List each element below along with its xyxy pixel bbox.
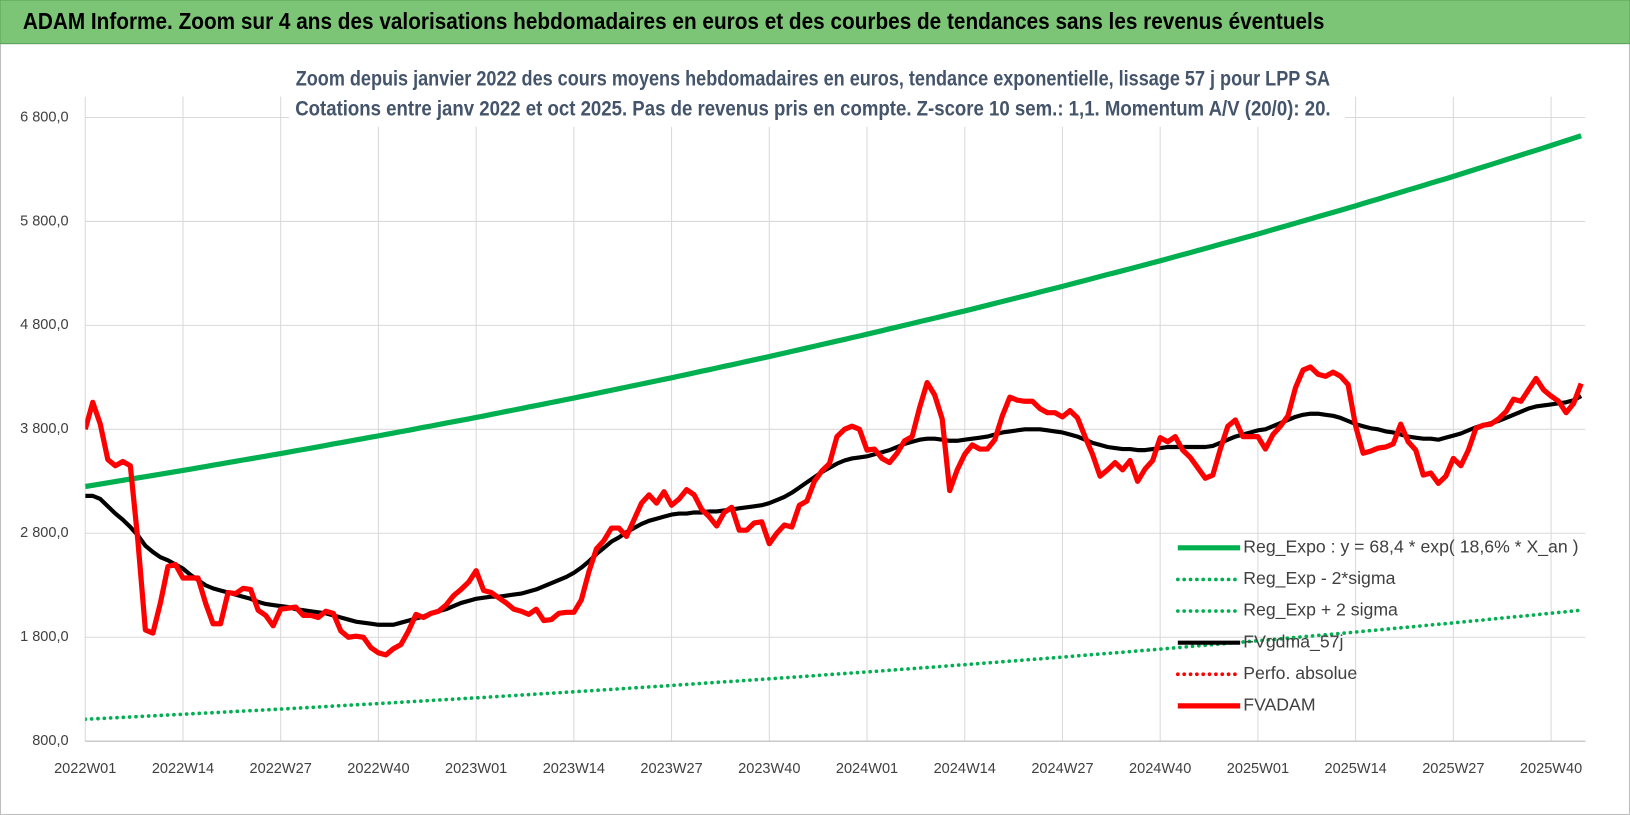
x-tick-label: 2024W01 — [836, 761, 898, 777]
x-tick-label: 2022W01 — [54, 761, 116, 777]
series-line — [85, 608, 1583, 722]
legend-label: FVADAM — [1243, 695, 1315, 715]
series-line — [85, 133, 1582, 490]
series-line — [85, 364, 1584, 658]
plot — [85, 133, 1584, 722]
subtitle: Cotations entre janv 2022 et oct 2025. P… — [295, 98, 1330, 121]
y-tick-label: 5 800,0 — [20, 213, 69, 229]
x-tick-label: 2024W27 — [1031, 761, 1093, 777]
x-tick-label: 2023W01 — [445, 761, 507, 777]
legend-label: Reg_Exp + 2 sigma — [1243, 600, 1398, 621]
legend-label: Reg_Exp - 2*sigma — [1243, 568, 1395, 589]
x-tick-label: 2023W27 — [640, 761, 702, 777]
y-tick-label: 3 800,0 — [20, 421, 69, 437]
subtitle: Zoom depuis janvier 2022 des cours moyen… — [296, 68, 1330, 91]
x-tick-label: 2025W14 — [1324, 761, 1386, 777]
chart-title: ADAM Informe. Zoom sur 4 ans des valoris… — [23, 8, 1325, 34]
y-tick-label: 6 800,0 — [20, 109, 69, 125]
y-tick-label: 2 800,0 — [20, 525, 69, 541]
y-tick-label: 800,0 — [32, 733, 68, 749]
x-tick-label: 2022W27 — [250, 761, 312, 777]
x-tick-label: 2024W40 — [1129, 761, 1191, 777]
x-tick-label: 2025W01 — [1227, 761, 1289, 777]
x-tick-label: 2025W27 — [1422, 761, 1484, 777]
legend-label: FVgdma_57j — [1243, 631, 1343, 652]
x-tick-label: 2023W14 — [543, 761, 605, 777]
x-tick-label: 2022W40 — [347, 761, 409, 777]
x-tick-label: 2024W14 — [934, 761, 996, 777]
x-tick-label: 2023W40 — [738, 761, 800, 777]
y-tick-label: 1 800,0 — [20, 629, 69, 645]
legend: Reg_Expo : y = 68,4 * exp( 18,6% * X_an … — [1175, 537, 1578, 715]
x-tick-label: 2022W14 — [152, 761, 214, 777]
title-bar — [0, 0, 1630, 45]
y-tick-label: 4 800,0 — [20, 317, 69, 333]
legend-label: Reg_Expo : y = 68,4 * exp( 18,6% * X_an … — [1243, 537, 1578, 558]
legend-label: Perfo. absolue — [1243, 663, 1357, 683]
x-tick-label: 2025W40 — [1520, 761, 1582, 777]
subtitle-box — [288, 60, 1346, 127]
